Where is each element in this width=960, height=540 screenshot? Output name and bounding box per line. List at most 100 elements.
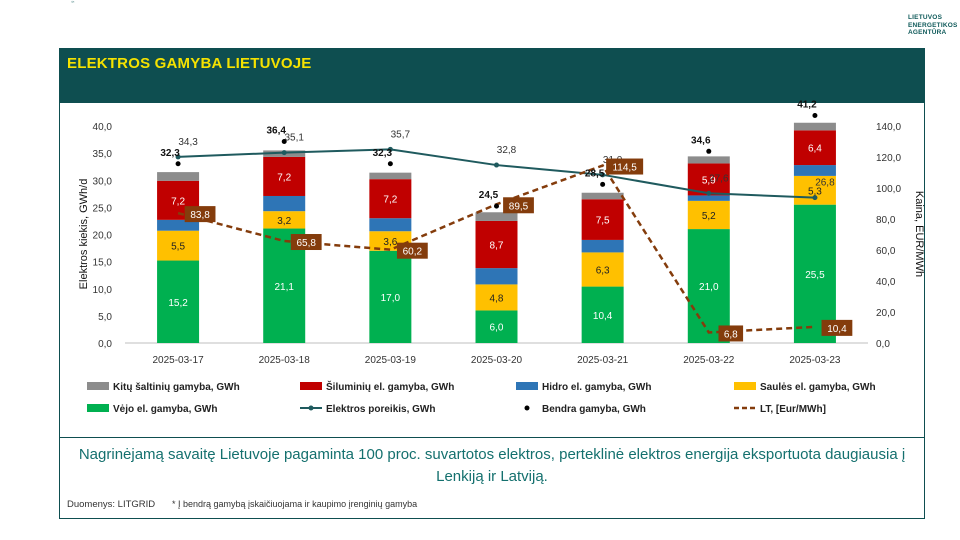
bar-segment-kiti (369, 172, 412, 180)
bar-segment-saules (581, 252, 624, 287)
bar-segment-hidro (687, 195, 730, 201)
bar-segment-kiti (157, 172, 200, 181)
bar-value-label: 4,8 (490, 293, 504, 304)
bar-value-label: 21,0 (699, 282, 719, 293)
bar-segment-kiti (687, 156, 730, 164)
lt-price-label-box (503, 197, 534, 214)
bar-value-label: 5,2 (702, 211, 716, 222)
y-tick-label: 35,0 (93, 149, 113, 160)
bendra-gamyba-point (494, 203, 499, 209)
poreikis-point (281, 150, 287, 156)
bar-value-label: 3,6 (383, 237, 397, 248)
logo-mark-icon (71, 1, 75, 3)
y2-tick-label: 140,0 (876, 122, 901, 133)
bar-value-label: 7,2 (383, 195, 397, 206)
x-tick-label: 2025-03-19 (365, 355, 417, 366)
y-tick-label: 20,0 (93, 231, 113, 242)
bar-segment-hidro (475, 268, 518, 285)
legend-label: Bendra gamyba, GWh (542, 404, 646, 415)
lt-price-label: 83,8 (190, 210, 210, 221)
title-band (60, 49, 924, 103)
bar-segment-hidro (369, 218, 412, 232)
legend-label: Elektros poreikis, GWh (326, 404, 435, 415)
legend-label: Saulės el. gamyba, GWh (760, 382, 876, 393)
legend-label: Kitų šaltinių gamyba, GWh (113, 382, 240, 393)
bar-value-label: 25,5 (805, 270, 825, 281)
y-axis-title: Elektros kiekis, GWh/d (78, 179, 90, 290)
bendra-gamyba-label: 32,3 (373, 148, 393, 159)
bar-value-label: 6,0 (490, 323, 504, 334)
legend-swatch (734, 382, 756, 390)
line-series (175, 112, 818, 334)
bar-segment-vejo (687, 229, 730, 343)
bar-segment-hidro (157, 219, 200, 231)
bendra-gamyba-point (600, 181, 606, 187)
poreikis-point (600, 172, 606, 178)
y2-tick-label: 80,0 (876, 215, 896, 226)
bendra-gamyba-point (812, 112, 818, 118)
lt-price-label: 114,5 (612, 163, 637, 174)
bar-value-label: 6,4 (808, 144, 822, 155)
lt-price-label: 89,5 (509, 201, 529, 212)
bendra-gamyba-label: 36,4 (266, 126, 286, 137)
poreikis-point (494, 162, 499, 168)
bar-segment-saules (687, 200, 730, 230)
y2-tick-label: 20,0 (876, 308, 896, 319)
logo-text-line-1: LIETUVOS (908, 14, 943, 21)
bar-segment-vejo (581, 286, 624, 343)
legend-label: LT, [Eur/MWh] (760, 404, 826, 415)
bar-value-label: 17,0 (381, 293, 401, 304)
bendra-gamyba-point (281, 139, 287, 145)
legend: Kitų šaltinių gamyba, GWh Šiluminių el. g… (87, 380, 876, 415)
lt-price-label-box (718, 325, 744, 342)
y2-axis-title: Kaina, EUR/MWh (913, 191, 925, 277)
poreikis-label: 27,6 (709, 173, 729, 184)
agency-logo (71, 1, 75, 3)
poreikis-point (387, 146, 393, 152)
bar-value-label: 5,3 (808, 186, 822, 197)
chart-title: ELEKTROS GAMYBA LIETUVOJE (67, 55, 312, 72)
bar-value-label: 5,9 (702, 175, 716, 186)
bendra-gamyba-label: 32,3 (160, 148, 180, 159)
y2-tick-label: 40,0 (876, 277, 896, 288)
x-tick-label: 2025-03-22 (683, 355, 735, 366)
bendra-gamyba-label: 41,2 (797, 99, 817, 110)
x-tick-label: 2025-03-18 (259, 355, 311, 366)
bendra-gamyba-label: 34,6 (691, 135, 711, 146)
x-tick-label: 2025-03-23 (789, 355, 841, 366)
y2-tick-label: 60,0 (876, 246, 896, 257)
lt-price-label-box (606, 158, 644, 175)
bar-value-label: 7,5 (596, 216, 610, 227)
y-axis-right: 0,0 20,0 40,0 60,0 80,0 100,0 120,0 140,0 (876, 122, 901, 350)
legend-swatch-marker (308, 405, 314, 411)
lt-price-label: 60,2 (403, 247, 423, 258)
bar-segment-siluminiu (581, 199, 624, 240)
footnote-text: * Į bendrą gamybą įskaičiuojama ir kaupi… (172, 499, 418, 509)
legend-label: Vėjo el. gamyba, GWh (113, 404, 217, 415)
legend-swatch (516, 382, 538, 390)
lt-price-label-box (290, 234, 322, 251)
bar-value-label: 10,4 (593, 311, 613, 322)
lt-price-label: 10,4 (827, 324, 847, 335)
bar-value-label: 5,5 (171, 242, 185, 253)
y-axis-left: 0,0 5,0 10,0 15,0 20,0 25,0 30,0 35,0 40,0 (93, 122, 113, 350)
bar-segment-siluminiu (263, 156, 306, 196)
bendra-gamyba-point (387, 161, 393, 167)
bar-segment-siluminiu (369, 179, 412, 219)
poreikis-label: 32,8 (497, 145, 517, 156)
bar-value-label: 21,1 (274, 282, 294, 293)
poreikis-label: 26,8 (815, 178, 835, 189)
bar-segment-hidro (263, 195, 306, 212)
logo-text: LIETUVOS ENERGETIKOS AGENTŪRA (908, 14, 958, 37)
y-tick-label: 15,0 (93, 258, 113, 269)
y2-tick-label: 120,0 (876, 153, 901, 164)
x-tick-label: 2025-03-20 (471, 355, 523, 366)
lt-price-label-box (821, 319, 853, 336)
logo-text-line-2: ENERGETIKOS (908, 21, 958, 29)
bar-segment-vejo (157, 260, 200, 343)
bar-value-label: 7,2 (277, 172, 291, 183)
poreikis-point (812, 195, 818, 201)
poreikis-label: 34,3 (178, 137, 198, 148)
y-tick-label: 40,0 (93, 122, 113, 133)
legend-label: Hidro el. gamyba, GWh (542, 382, 651, 393)
